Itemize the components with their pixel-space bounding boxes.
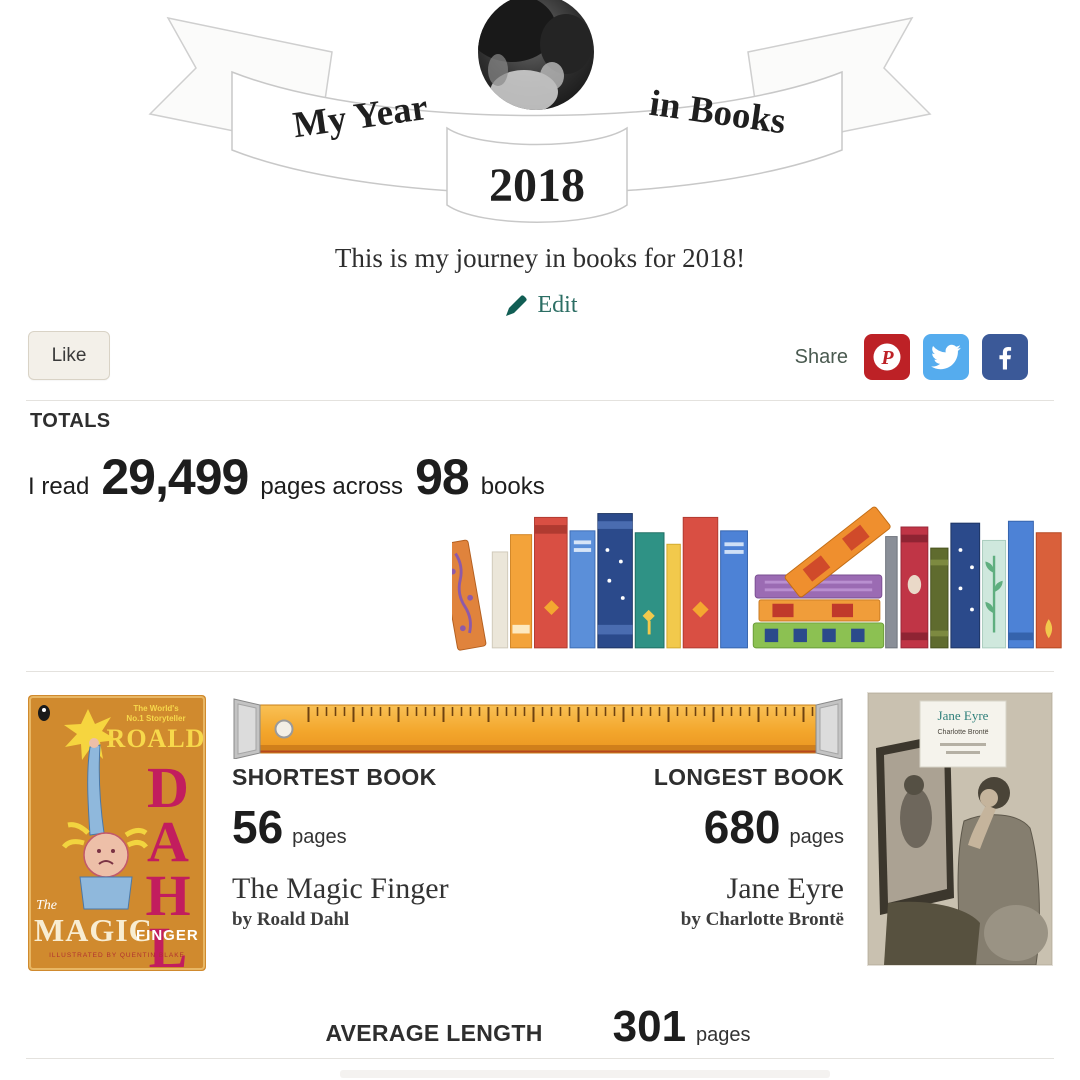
shortest-pages: 56 pages [232, 800, 347, 854]
mf-credit: ILLUSTRATED BY QUENTIN BLAKE [49, 952, 185, 959]
je-title: Jane Eyre [938, 708, 989, 723]
divider [26, 1058, 1054, 1059]
divider [26, 400, 1054, 401]
avatar[interactable] [468, 0, 594, 114]
average-pages: 301 pages [613, 1002, 751, 1052]
svg-text:P: P [880, 347, 894, 369]
shortest-pages-value: 56 [232, 801, 284, 853]
longest-pages-unit: pages [789, 826, 845, 848]
totals-prefix: I read [28, 473, 90, 500]
je-author: Charlotte Brontë [938, 729, 989, 736]
year-banner: My Year in Books 2018 [148, 0, 932, 223]
like-label: Like [51, 344, 87, 366]
edit-link[interactable]: Edit [0, 292, 1080, 319]
mf-author-first: ROALD [107, 724, 206, 753]
shortest-book-heading: SHORTEST BOOK [232, 764, 437, 790]
ribbon-year-panel [446, 126, 628, 223]
shortest-book-title[interactable]: The Magic Finger [232, 872, 449, 905]
divider [26, 671, 1054, 672]
mf-title-article: The [36, 898, 57, 913]
mf-dahl-letter: L [149, 915, 188, 971]
longest-pages-value: 680 [703, 801, 781, 853]
star-illustration [64, 709, 117, 760]
share-row: Share P [795, 334, 1028, 380]
longest-book-heading: LONGEST BOOK [653, 764, 844, 790]
longest-book-cover[interactable]: Jane Eyre Charlotte Brontë [868, 693, 1052, 965]
edit-label: Edit [537, 292, 578, 318]
like-button[interactable]: Like [28, 331, 110, 380]
facebook-icon[interactable] [982, 334, 1028, 380]
next-section-peek [340, 1070, 830, 1078]
totals-heading: TOTALS [30, 410, 111, 432]
mf-tagline-2: No.1 Storyteller [126, 714, 185, 723]
longest-pages: 680 pages [704, 800, 844, 854]
totals-suffix: books [480, 473, 545, 500]
mf-title-sub: FINGER [136, 927, 199, 944]
total-pages-value: 29,499 [101, 449, 249, 505]
ribbon-band [231, 70, 843, 195]
pencil-icon [505, 294, 527, 316]
twitter-icon[interactable] [923, 334, 969, 380]
totals-middle: pages across [260, 473, 404, 500]
share-label: Share [794, 345, 848, 368]
shortest-book-cover[interactable]: The World's No.1 Storyteller ROALD D A H… [28, 695, 206, 971]
shortest-pages-unit: pages [292, 826, 347, 848]
shortest-book-author: by Roald Dahl [232, 909, 350, 930]
longest-book-author: by Charlotte Brontë [680, 909, 844, 930]
longest-book-title[interactable]: Jane Eyre [726, 872, 844, 905]
intro-message: This is my journey in books for 2018! [334, 243, 746, 273]
longest-book-info: Jane Eyre by Charlotte Brontë [681, 872, 844, 931]
bookshelf-illustration [452, 506, 1062, 651]
pinterest-icon[interactable]: P [864, 334, 910, 380]
totals-line: I read 29,499 pages across 98 books [28, 448, 545, 506]
shortest-book-info: The Magic Finger by Roald Dahl [232, 872, 449, 931]
mf-tagline-1: The World's [133, 704, 179, 713]
banner-year: 2018 [489, 159, 585, 212]
average-row: AVERAGE LENGTH 301 pages [232, 1002, 844, 1052]
ruler-illustration [233, 698, 843, 759]
average-heading: AVERAGE LENGTH [325, 1020, 543, 1046]
total-books-value: 98 [415, 449, 470, 505]
mf-dahl-letter: A [147, 809, 189, 874]
mf-dahl-letter: H [145, 863, 190, 928]
average-pages-unit: pages [696, 1024, 751, 1046]
average-pages-value: 301 [612, 1002, 687, 1051]
mf-title-main: MAGIC [34, 912, 153, 948]
mf-dahl-letter: D [147, 755, 189, 820]
